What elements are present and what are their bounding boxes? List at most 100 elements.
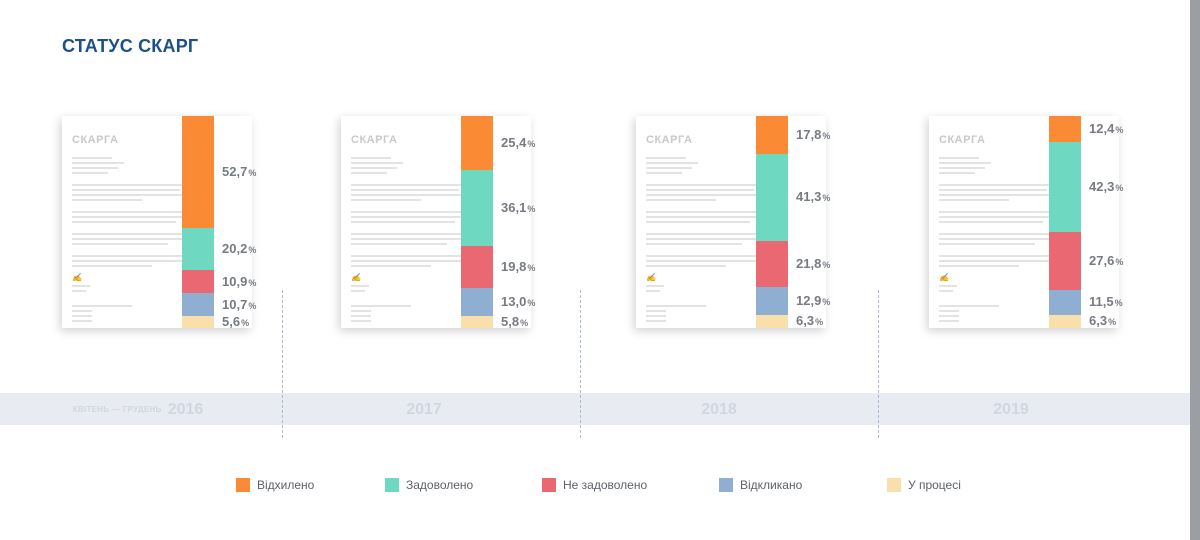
document-line	[939, 265, 1019, 267]
bar-segment-satisfied	[461, 169, 493, 247]
percent-sign: %	[1114, 298, 1123, 309]
legend-item-satisfied: Задоволено	[385, 477, 473, 493]
document-line	[646, 172, 682, 174]
document-spacer	[646, 223, 760, 230]
bar-segment-in-process	[756, 314, 788, 328]
value-number: 21,8	[796, 256, 822, 272]
bar-segment-rejected	[182, 116, 214, 228]
value-label: 25,4%	[501, 135, 535, 150]
value-label: 11,5%	[1089, 294, 1123, 309]
document-line	[72, 315, 92, 317]
document-line	[939, 320, 959, 322]
value-label: 19,8%	[501, 259, 535, 274]
document-spacer	[646, 146, 760, 154]
percent-sign: %	[822, 260, 831, 271]
document-line	[351, 194, 463, 196]
percent-sign: %	[822, 130, 831, 141]
document-line	[646, 189, 754, 191]
document-line	[646, 194, 758, 196]
complaint-document-card: СКАРГА ✍	[929, 116, 1119, 328]
percent-sign: %	[1115, 183, 1124, 194]
right-edge-bar	[1190, 0, 1200, 540]
stacked-bar	[756, 116, 788, 328]
signature-icon: ✍	[939, 273, 949, 282]
value-number: 6,3	[1089, 313, 1108, 329]
bar-segment-in-process	[461, 315, 493, 328]
value-number: 5,6	[222, 314, 241, 330]
signature-icon: ✍	[72, 273, 82, 282]
bar-segment-not-satisfied	[1049, 231, 1081, 291]
document-line	[351, 221, 455, 223]
bar-segment-withdrawn	[461, 288, 493, 316]
document-line	[646, 199, 716, 201]
percent-sign: %	[822, 193, 831, 204]
document-line	[72, 167, 118, 169]
stacked-bar	[461, 116, 493, 328]
value-number: 12,4	[1089, 121, 1115, 137]
document-spacer	[72, 245, 186, 252]
value-number: 17,8	[796, 126, 822, 142]
page-title: СТАТУС СКАРГ	[62, 36, 199, 56]
bar-segment-in-process	[1049, 314, 1081, 328]
value-label: 5,8%	[501, 314, 528, 329]
year-band	[0, 393, 1190, 425]
document-line	[646, 184, 758, 186]
value-label: 12,9%	[796, 293, 830, 308]
document-text-placeholder: СКАРГА ✍	[939, 134, 1053, 322]
document-line	[351, 255, 463, 257]
year-divider	[580, 290, 581, 438]
document-line	[351, 157, 391, 159]
document-line	[72, 305, 132, 307]
bar-segment-not-satisfied	[182, 270, 214, 294]
bar-segment-rejected	[461, 116, 493, 170]
stacked-bar	[182, 116, 214, 328]
document-line	[72, 194, 184, 196]
legend-swatch	[236, 478, 250, 492]
document-line	[72, 162, 124, 164]
document-line	[351, 167, 397, 169]
bar-segment-satisfied	[756, 153, 788, 242]
value-number: 20,2	[222, 241, 248, 256]
percent-sign: %	[248, 245, 257, 255]
document-line	[351, 162, 403, 164]
value-label: 6,3%	[1089, 313, 1116, 328]
value-number: 11,5	[1089, 294, 1114, 310]
document-spacer	[351, 146, 465, 154]
value-label: 42,3%	[1089, 179, 1123, 194]
document-line	[646, 157, 686, 159]
document-line	[646, 310, 666, 312]
document-line	[72, 216, 184, 218]
document-line	[351, 290, 365, 292]
value-number: 6,3	[796, 313, 815, 329]
bar-segment-not-satisfied	[461, 246, 493, 289]
document-line	[939, 305, 999, 307]
legend-swatch	[542, 478, 556, 492]
document-spacer	[351, 245, 465, 252]
document-text-placeholder: СКАРГА ✍	[72, 134, 186, 322]
document-line	[72, 260, 184, 262]
document-line	[646, 315, 666, 317]
year-label-year: 2018	[701, 401, 737, 418]
value-label: 20,2%	[222, 241, 256, 256]
document-line	[939, 194, 1051, 196]
bar-segment-in-process	[182, 316, 214, 328]
percent-sign: %	[815, 317, 824, 328]
document-line	[646, 255, 758, 257]
document-line	[939, 157, 979, 159]
document-spacer	[72, 174, 186, 181]
document-line	[939, 260, 1051, 262]
bar-segment-not-satisfied	[756, 241, 788, 288]
value-label: 5,6%	[222, 314, 249, 329]
document-line	[939, 167, 985, 169]
document-spacer	[646, 292, 760, 302]
document-line	[72, 184, 184, 186]
percent-sign: %	[241, 318, 250, 329]
value-label: 12,4%	[1089, 121, 1123, 136]
document-line	[72, 285, 90, 287]
legend-swatch	[385, 478, 399, 492]
legend-label: Не задоволено	[563, 478, 648, 492]
value-number: 19,8	[501, 259, 527, 275]
document-line	[72, 211, 184, 213]
document-spacer	[646, 174, 760, 181]
value-number: 5,8	[501, 313, 520, 329]
